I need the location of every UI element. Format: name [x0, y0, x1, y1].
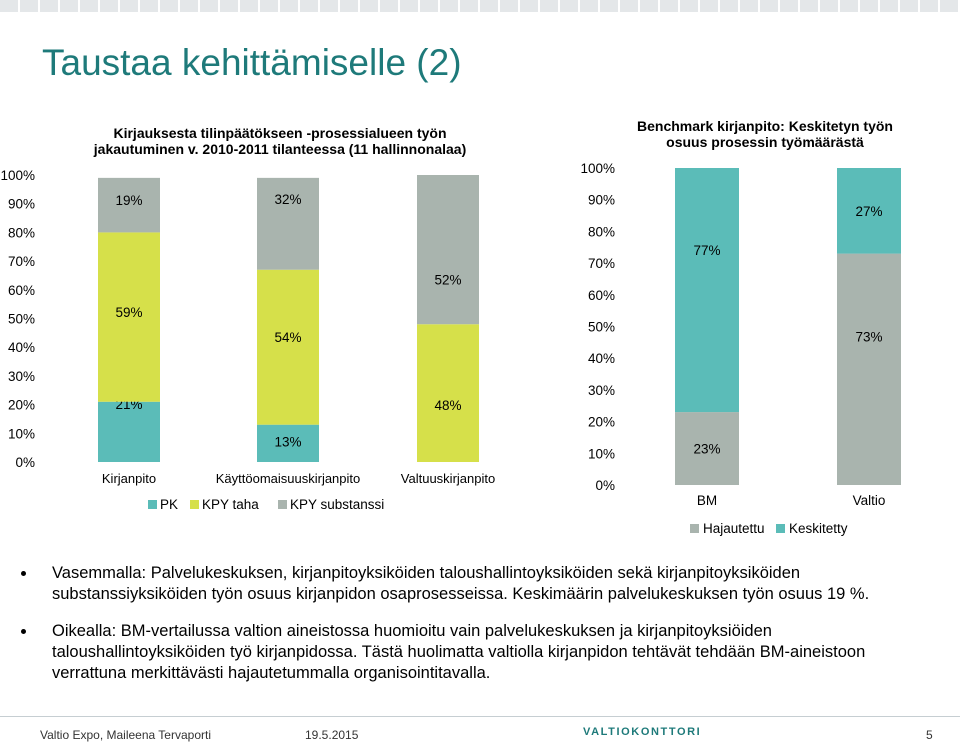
page-number: 5: [926, 728, 933, 742]
right-y-tick-label: 90%: [588, 193, 615, 208]
right-chart-title-line1: Benchmark kirjanpito: Keskitetyn työn: [637, 118, 893, 134]
left-legend-swatch: [278, 500, 287, 509]
left-y-tick-label: 60%: [8, 283, 35, 298]
left-legend-label: KPY taha: [202, 497, 259, 512]
right-bar-segment: [675, 412, 739, 485]
left-data-label: 59%: [115, 305, 142, 320]
left-y-tick-label: 70%: [8, 254, 35, 269]
left-y-tick-label: 10%: [8, 426, 35, 441]
left-bar-segment: [98, 401, 160, 462]
bullet-list: Vasemmalla: Palvelukeskuksen, kirjanpito…: [18, 563, 938, 697]
right-y-tick-label: 80%: [588, 224, 615, 239]
left-bar-segment: [417, 324, 479, 462]
left-y-tick-label: 90%: [8, 197, 35, 212]
right-y-tick-label: 60%: [588, 288, 615, 303]
left-bar-segment: [98, 232, 160, 402]
right-y-tick-label: 40%: [588, 351, 615, 366]
left-legend-label: PK: [160, 497, 178, 512]
left-data-label: 32%: [274, 192, 301, 207]
footer-author: Valtio Expo, Maileena Tervaporti: [40, 728, 211, 742]
right-y-tick-label: 20%: [588, 415, 615, 430]
footer-divider: [0, 716, 960, 717]
left-y-tick-label: 100%: [0, 168, 35, 183]
valtiokonttori-logo: VALTIOKONTTORI: [583, 726, 702, 738]
left-data-label: 54%: [274, 330, 301, 345]
charts-canvas: 0%10%20%30%40%50%60%70%80%90%100%21%59%1…: [0, 161, 901, 536]
right-x-category-label: Valtio: [853, 493, 886, 508]
left-bar-segment: [417, 175, 479, 325]
right-y-tick-label: 0%: [595, 478, 615, 493]
right-y-tick-label: 10%: [588, 446, 615, 461]
right-data-label: 73%: [855, 329, 882, 344]
left-x-category-label: Kirjanpito: [102, 471, 156, 486]
right-data-label: 27%: [855, 204, 882, 219]
bullet-item: Oikealla: BM-vertailussa valtion aineist…: [18, 621, 938, 684]
right-bar-segment: [837, 253, 901, 485]
right-data-label: 77%: [693, 243, 720, 258]
bullet-dot: [21, 571, 26, 576]
left-y-tick-label: 50%: [8, 312, 35, 327]
left-data-label: 48%: [434, 398, 461, 413]
left-legend-swatch: [190, 500, 199, 509]
bullet-text-left: Vasemmalla: Palvelukeskuksen, kirjanpito…: [52, 564, 870, 603]
right-chart-title-line2: osuus prosessin työmäärästä: [666, 134, 864, 150]
left-y-tick-label: 80%: [8, 225, 35, 240]
right-y-tick-label: 30%: [588, 383, 615, 398]
left-chart-title-line2: jakautuminen v. 2010-2011 tilanteessa (1…: [93, 141, 467, 157]
left-y-tick-label: 40%: [8, 340, 35, 355]
right-y-tick-label: 70%: [588, 256, 615, 271]
bullet-text-right: Oikealla: BM-vertailussa valtion aineist…: [52, 622, 866, 682]
right-y-tick-label: 50%: [588, 320, 615, 335]
left-x-category-label: Käyttöomaisuuskirjanpito: [216, 471, 361, 486]
left-y-tick-label: 20%: [8, 398, 35, 413]
left-bar-segment: [98, 177, 160, 233]
left-legend-label: KPY substanssi: [290, 497, 384, 512]
left-chart-title: Kirjauksesta tilinpäätökseen -prosessial…: [60, 125, 500, 157]
left-chart-title-line1: Kirjauksesta tilinpäätökseen -prosessial…: [113, 125, 447, 141]
left-bar-segment: [257, 177, 319, 270]
right-legend-swatch: [776, 524, 785, 533]
page-title: Taustaa kehittämiselle (2): [42, 42, 462, 83]
top-decoration-band: [0, 0, 960, 12]
right-legend-label: Hajautettu: [703, 521, 765, 536]
footer-date: 19.5.2015: [305, 728, 359, 742]
right-bar-segment: [675, 168, 739, 413]
right-x-category-label: BM: [697, 493, 717, 508]
right-legend-swatch: [690, 524, 699, 533]
left-x-category-label: Valtuuskirjanpito: [401, 471, 495, 486]
left-y-tick-label: 30%: [8, 369, 35, 384]
left-bar-segment: [257, 424, 319, 462]
left-data-label: 52%: [434, 273, 461, 288]
right-chart-title: Benchmark kirjanpito: Keskitetyn työn os…: [600, 118, 930, 150]
right-bar-segment: [837, 168, 901, 254]
right-legend-label: Keskitetty: [789, 521, 848, 536]
left-bar-segment: [257, 269, 319, 425]
bullet-dot: [21, 629, 26, 634]
right-data-label: 23%: [693, 442, 720, 457]
left-data-label: 13%: [274, 434, 301, 449]
right-y-tick-label: 100%: [580, 161, 615, 176]
left-y-tick-label: 0%: [15, 455, 35, 470]
left-legend-swatch: [148, 500, 157, 509]
bullet-item: Vasemmalla: Palvelukeskuksen, kirjanpito…: [18, 563, 938, 605]
left-data-label: 19%: [115, 193, 142, 208]
